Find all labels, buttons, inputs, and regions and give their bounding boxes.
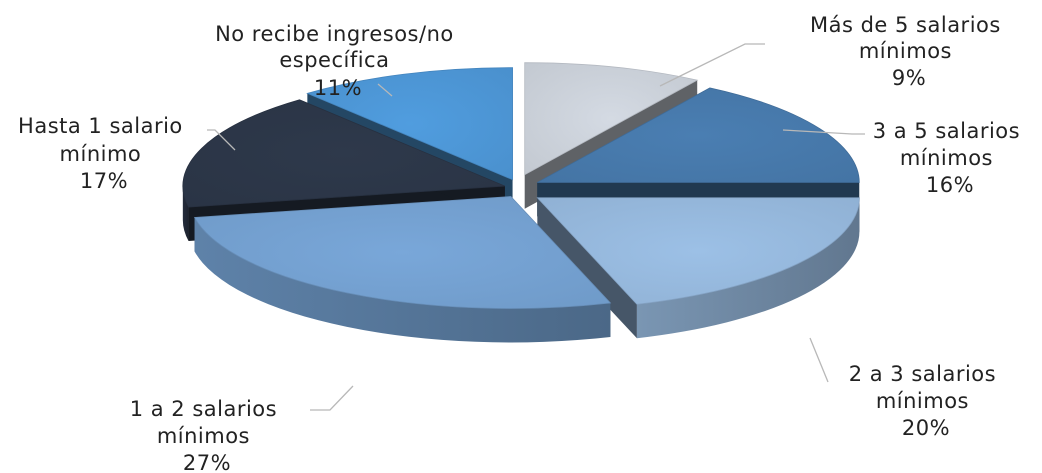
slice-outer-wall: [182, 186, 189, 242]
pie-slice-no-recibe: [306, 67, 513, 181]
leader-line: [207, 129, 236, 151]
pie-slice-3-a-5: [537, 87, 860, 183]
pie-slice-2-a-3: [536, 197, 860, 305]
slice-label-line: Más de 5 salarios: [810, 13, 1001, 37]
slice-percent: 17%: [80, 169, 128, 193]
slice-label-line: Hasta 1 salario: [18, 114, 183, 138]
slice-outer-wall: [636, 197, 860, 339]
leader-line: [782, 129, 865, 135]
slice-label-line: mínimos: [900, 146, 993, 170]
slice-percent: 11%: [314, 76, 362, 100]
slice-label-line: mínimo: [60, 142, 142, 166]
slice-percent: 27%: [183, 451, 231, 473]
slice-label-mas-de-5: Más de 5 salarios mínimos 9%: [810, 13, 1008, 90]
slice-label-3-a-5: 3 a 5 salarios mínimos 16%: [873, 119, 1028, 197]
slice-label-line: 1 a 2 salarios: [130, 397, 277, 421]
slice-label-line: mínimos: [876, 389, 969, 413]
slice-percent: 9%: [892, 66, 926, 90]
leader-line: [809, 337, 829, 383]
slice-label-line: 3 a 5 salarios: [873, 119, 1020, 143]
slice-label-1-a-2: 1 a 2 salarios mínimos 27%: [130, 397, 285, 473]
slice-percent: 16%: [926, 173, 974, 197]
slice-tops: [182, 62, 860, 309]
leader-line: [310, 385, 354, 411]
slice-label-line: mínimos: [157, 424, 250, 448]
leader-lines: [207, 43, 865, 411]
leader-line: [659, 43, 765, 87]
pie-slices: [182, 62, 860, 343]
pie-slice-1-a-2: [193, 196, 612, 309]
pie-slice-hasta-1: [182, 99, 505, 208]
slice-percent: 20%: [902, 416, 950, 440]
slice-label-hasta-1: Hasta 1 salario mínimo 17%: [18, 114, 190, 193]
slice-side-wall: [537, 197, 637, 339]
slice-label-line: específica: [279, 48, 389, 72]
slice-label-no-recibe: No recibe ingresos/no específica 11%: [215, 22, 461, 100]
slice-label-line: mínimos: [859, 39, 952, 63]
pie-slice-mas-de-5: [524, 62, 699, 176]
slice-label-line: No recibe ingresos/no: [215, 22, 454, 46]
slice-label-line: 2 a 3 salarios: [849, 362, 996, 386]
slice-outer-wall: [194, 217, 611, 343]
slice-label-2-a-3: 2 a 3 salarios mínimos 20%: [849, 362, 1004, 440]
leader-line: [377, 83, 393, 97]
